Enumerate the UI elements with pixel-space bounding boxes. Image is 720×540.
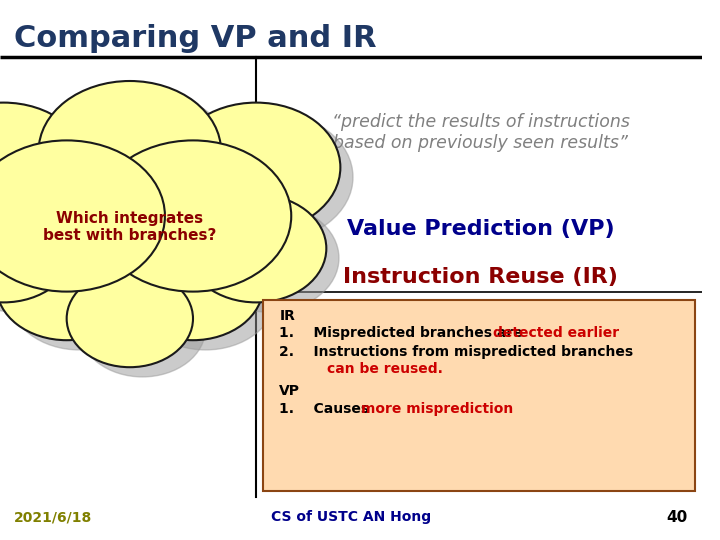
- Text: 1.    Mispredicted branches are: 1. Mispredicted branches are: [279, 326, 528, 340]
- Text: 2021/6/18: 2021/6/18: [14, 510, 92, 524]
- Circle shape: [39, 81, 221, 221]
- Circle shape: [172, 103, 341, 232]
- Text: more misprediction: more misprediction: [361, 402, 513, 416]
- Circle shape: [107, 150, 304, 301]
- Text: Value Prediction (VP): Value Prediction (VP): [347, 219, 615, 240]
- Circle shape: [0, 232, 137, 340]
- Circle shape: [51, 91, 234, 231]
- Circle shape: [135, 242, 276, 350]
- Text: detected earlier: detected earlier: [493, 326, 619, 340]
- Circle shape: [116, 130, 270, 248]
- Circle shape: [128, 139, 283, 258]
- Text: IR: IR: [279, 309, 295, 323]
- Circle shape: [123, 232, 264, 340]
- Circle shape: [186, 194, 326, 302]
- Circle shape: [0, 130, 144, 248]
- Circle shape: [79, 280, 206, 377]
- Text: Comparing VP and IR: Comparing VP and IR: [14, 24, 377, 53]
- Circle shape: [0, 150, 178, 301]
- Circle shape: [0, 112, 100, 242]
- Circle shape: [199, 204, 339, 312]
- Text: Which integrates
best with branches?: Which integrates best with branches?: [43, 211, 217, 243]
- Text: Instruction Reuse (IR): Instruction Reuse (IR): [343, 267, 618, 287]
- Text: 2.    Instructions from mispredicted branches: 2. Instructions from mispredicted branch…: [279, 345, 634, 359]
- Text: can be reused.: can be reused.: [327, 362, 443, 376]
- Circle shape: [0, 140, 165, 292]
- Circle shape: [2, 139, 156, 258]
- Circle shape: [9, 242, 150, 350]
- Circle shape: [39, 173, 221, 313]
- Circle shape: [0, 194, 73, 302]
- Text: VP: VP: [279, 384, 300, 399]
- Text: 1.    Causes: 1. Causes: [279, 402, 374, 416]
- Circle shape: [0, 103, 88, 232]
- Text: “predict the results of instructions
based on previously seen results”: “predict the results of instructions bas…: [332, 113, 630, 152]
- Circle shape: [51, 183, 234, 323]
- Circle shape: [0, 204, 86, 312]
- Circle shape: [184, 112, 353, 242]
- Text: 40: 40: [667, 510, 688, 525]
- Text: CS of USTC AN Hong: CS of USTC AN Hong: [271, 510, 431, 524]
- Circle shape: [67, 270, 193, 367]
- Circle shape: [95, 140, 292, 292]
- FancyBboxPatch shape: [264, 300, 695, 491]
